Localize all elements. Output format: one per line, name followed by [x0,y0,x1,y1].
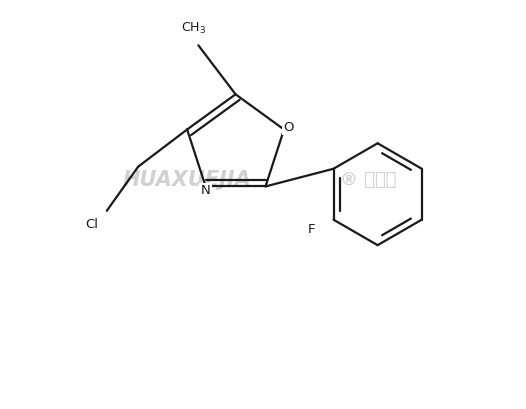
Text: ® 化学加: ® 化学加 [340,171,396,189]
Text: O: O [284,121,294,134]
Text: F: F [308,223,316,236]
Text: Cl: Cl [86,218,98,231]
Text: N: N [201,184,210,197]
Text: CH$_3$: CH$_3$ [181,21,206,36]
Text: HUAXUEJIA: HUAXUEJIA [122,169,251,189]
